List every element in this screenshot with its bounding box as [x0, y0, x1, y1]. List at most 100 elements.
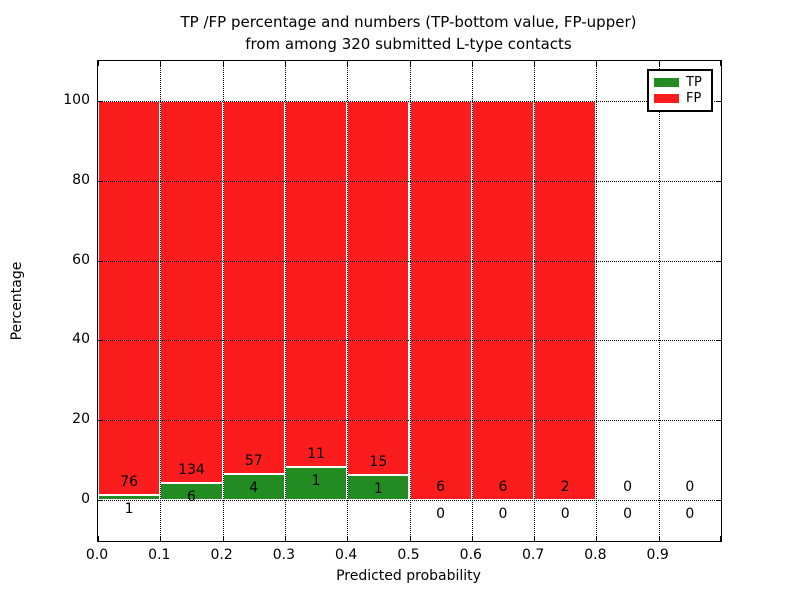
- x-tick-mark: [471, 536, 473, 541]
- fp-bar-segment: [160, 101, 223, 483]
- fp-bar-segment: [222, 101, 285, 474]
- x-tick-mark: [534, 536, 536, 541]
- fp-count-label: 57: [244, 452, 263, 469]
- x-tick-label: 0.6: [459, 547, 482, 563]
- gridline-vertical: [160, 61, 162, 541]
- tp-count-label: 0: [623, 506, 633, 522]
- x-tick-label: 0.0: [85, 547, 109, 563]
- tp-count-label: 0: [560, 506, 570, 522]
- x-tick-mark: [160, 536, 162, 541]
- tp-swatch: [654, 77, 679, 87]
- y-tick-mark: [98, 420, 103, 422]
- gridline-horizontal: [98, 500, 721, 501]
- y-tick-label: 60: [72, 251, 90, 268]
- tp-count-label: 0: [498, 506, 508, 522]
- fp-bar-segment: [347, 101, 410, 476]
- legend-label-tp: TP: [686, 74, 702, 90]
- gridline-horizontal: [98, 101, 721, 102]
- fp-count-label: 6: [436, 479, 446, 495]
- tp-bar-segment: [222, 473, 285, 500]
- fp-count-label: 0: [685, 479, 695, 495]
- y-tick-mark: [98, 101, 103, 102]
- y-tick-mark-right: [716, 180, 721, 182]
- fp-count-label: 11: [307, 445, 325, 462]
- x-tick-mark-top: [596, 61, 598, 66]
- y-tick-mark-right: [716, 500, 721, 501]
- x-tick-label: 0.8: [584, 547, 607, 563]
- legend-entry-tp: TP: [654, 76, 706, 89]
- y-tick-mark-right: [716, 420, 721, 422]
- x-tick-label: 0.4: [335, 547, 358, 563]
- x-axis-label: Predicted probability: [336, 568, 481, 584]
- chart-title-line2: from among 320 submitted L-type contacts: [245, 35, 572, 53]
- y-tick-mark: [98, 180, 103, 182]
- chart-title: TP /FP percentage and numbers (TP-bottom…: [97, 11, 720, 55]
- x-tick-label: 0.1: [148, 547, 171, 563]
- x-tick-mark: [98, 536, 99, 541]
- y-tick-mark: [98, 340, 103, 342]
- gridline-vertical: [658, 61, 660, 541]
- tp-bar-segment: [284, 466, 348, 500]
- y-tick-label: 80: [72, 171, 90, 188]
- x-tick-mark-top: [222, 61, 224, 66]
- gridline-horizontal: [98, 180, 721, 182]
- tp-count-label: 6: [186, 488, 196, 505]
- y-axis-label: Percentage: [9, 261, 25, 341]
- fp-count-label: 76: [120, 473, 139, 490]
- tp-count-label: 1: [311, 472, 321, 489]
- x-tick-mark: [284, 536, 286, 541]
- x-tick-label: 0.2: [210, 547, 233, 563]
- tp-count-label: 4: [249, 479, 259, 496]
- tp-count-label: 1: [124, 500, 134, 517]
- x-tick-label: 0.3: [272, 547, 296, 563]
- fp-count-label: 6: [498, 479, 508, 495]
- x-tick-mark: [658, 536, 660, 541]
- x-tick-label: 0.5: [397, 547, 420, 563]
- x-tick-mark: [720, 536, 721, 541]
- gridline-horizontal: [98, 420, 721, 422]
- tp-count-label: 0: [685, 506, 695, 522]
- fp-bar-segment: [284, 101, 348, 467]
- x-tick-mark-top: [98, 61, 99, 66]
- x-tick-mark-top: [347, 61, 349, 66]
- fp-count-label: 134: [178, 461, 205, 478]
- gridline-vertical: [347, 61, 349, 541]
- legend-entry-fp: FP: [654, 92, 706, 105]
- y-tick-mark-right: [716, 260, 721, 262]
- plot-area: 76 1 134 6 57 4 11 1 15 1 6 0 6 0 2 0 0 0 0 0 TP FP: [97, 60, 722, 542]
- x-tick-mark-top: [409, 61, 411, 66]
- legend: TP FP: [647, 69, 713, 112]
- x-tick-mark-top: [534, 61, 536, 66]
- y-tick-mark: [98, 260, 103, 262]
- fp-count-label: 2: [560, 479, 570, 495]
- y-tick-label: 40: [72, 331, 90, 348]
- x-tick-mark-top: [471, 61, 473, 66]
- y-tick-label: 20: [72, 411, 90, 428]
- gridline-vertical: [534, 61, 536, 541]
- gridline-vertical: [222, 61, 224, 541]
- tp-count-label: 1: [373, 481, 383, 498]
- fp-bar-segment: [409, 101, 472, 500]
- y-tick-label: 100: [63, 92, 90, 108]
- y-tick-mark-right: [716, 340, 721, 342]
- fp-count-label: 0: [623, 479, 633, 495]
- y-tick-mark-right: [716, 101, 721, 102]
- chart-title-line1: TP /FP percentage and numbers (TP-bottom…: [180, 13, 637, 31]
- gridline-vertical: [409, 61, 411, 541]
- x-tick-label: 0.9: [646, 547, 669, 563]
- tp-bar-segment: [98, 494, 161, 500]
- gridline-horizontal: [98, 260, 721, 262]
- y-tick-mark: [98, 500, 103, 501]
- legend-label-fp: FP: [686, 91, 702, 107]
- x-tick-mark-top: [284, 61, 286, 66]
- x-tick-mark-top: [658, 61, 660, 66]
- fp-swatch: [654, 94, 679, 104]
- y-tick-label: 0: [81, 491, 90, 507]
- x-tick-mark: [347, 536, 349, 541]
- fp-bar-segment: [98, 101, 161, 495]
- x-tick-mark: [222, 536, 224, 541]
- x-tick-mark: [409, 536, 411, 541]
- gridline-vertical: [596, 61, 598, 541]
- fp-bar-segment: [471, 101, 535, 500]
- x-tick-mark-top: [160, 61, 162, 66]
